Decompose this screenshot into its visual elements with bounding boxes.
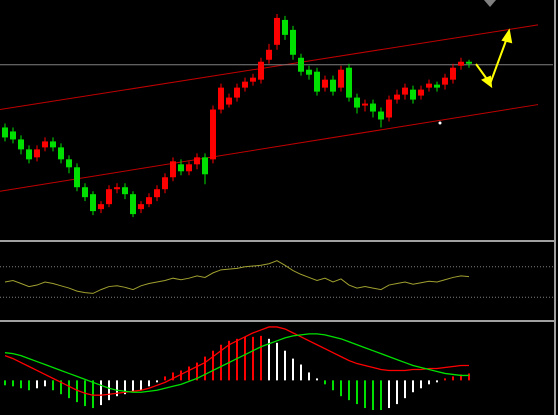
candle-body xyxy=(10,131,16,140)
candle-body xyxy=(146,197,152,205)
candle-body xyxy=(266,49,272,60)
candle-body xyxy=(98,204,104,210)
candle-body xyxy=(298,57,304,72)
candle-body xyxy=(162,177,168,190)
candle-body xyxy=(50,141,56,148)
candle-body xyxy=(34,149,40,158)
candle-body xyxy=(442,77,448,85)
candle-body xyxy=(66,159,72,168)
candle-body xyxy=(234,87,240,98)
candle-body xyxy=(274,17,280,45)
candle-body xyxy=(194,157,200,165)
candle-body xyxy=(74,167,80,188)
candle-body xyxy=(338,69,344,88)
candle-body xyxy=(290,29,296,55)
candle-body xyxy=(314,71,320,92)
candle-body xyxy=(434,84,440,88)
candle-body xyxy=(466,61,472,64)
candle-body xyxy=(122,187,128,195)
candle-body xyxy=(250,77,256,82)
candle-body xyxy=(170,161,176,178)
candle-body xyxy=(42,141,48,148)
candle-body xyxy=(306,69,312,75)
macd-line xyxy=(4,333,469,393)
candle-body xyxy=(354,97,360,108)
candle-body xyxy=(258,61,264,80)
candle-body xyxy=(210,109,216,160)
candle-body xyxy=(58,147,64,160)
candle-body xyxy=(18,139,24,150)
candle-body xyxy=(130,194,136,215)
trend-line xyxy=(0,104,539,192)
candle-body xyxy=(330,79,336,92)
candle-body xyxy=(418,89,424,96)
candle-body xyxy=(402,87,408,95)
candle-body xyxy=(362,103,368,106)
candle-body xyxy=(114,187,120,190)
oscillator-line xyxy=(4,260,470,294)
candle-body xyxy=(26,149,32,160)
candle-body xyxy=(178,164,184,172)
candle-body xyxy=(386,99,392,118)
arrow-head xyxy=(501,28,513,44)
candle-body xyxy=(242,81,248,88)
yellow-arrows xyxy=(475,28,513,89)
candle-body xyxy=(458,61,464,66)
shift-marker xyxy=(484,0,496,7)
trend-line xyxy=(0,24,539,111)
candle-body xyxy=(90,194,96,212)
candle-body xyxy=(410,89,416,100)
candle-body xyxy=(378,111,384,120)
candle-body xyxy=(82,187,88,198)
arrow-line xyxy=(489,37,508,85)
candle-body xyxy=(370,103,376,112)
candle-body xyxy=(282,19,288,35)
candle-body xyxy=(218,87,224,110)
candle-body xyxy=(394,94,400,100)
candle-body xyxy=(202,157,208,175)
candle-body xyxy=(138,204,144,210)
candle-body xyxy=(226,97,232,105)
macd-line xyxy=(4,326,469,396)
candle-body xyxy=(186,164,192,172)
marker-dot xyxy=(438,121,442,125)
candle-body xyxy=(2,127,8,138)
candle-body xyxy=(106,189,112,205)
candle-body xyxy=(322,79,328,88)
candle-body xyxy=(154,189,160,198)
candle-body xyxy=(426,83,432,88)
candle-body xyxy=(346,67,352,98)
candle-body xyxy=(450,67,456,80)
